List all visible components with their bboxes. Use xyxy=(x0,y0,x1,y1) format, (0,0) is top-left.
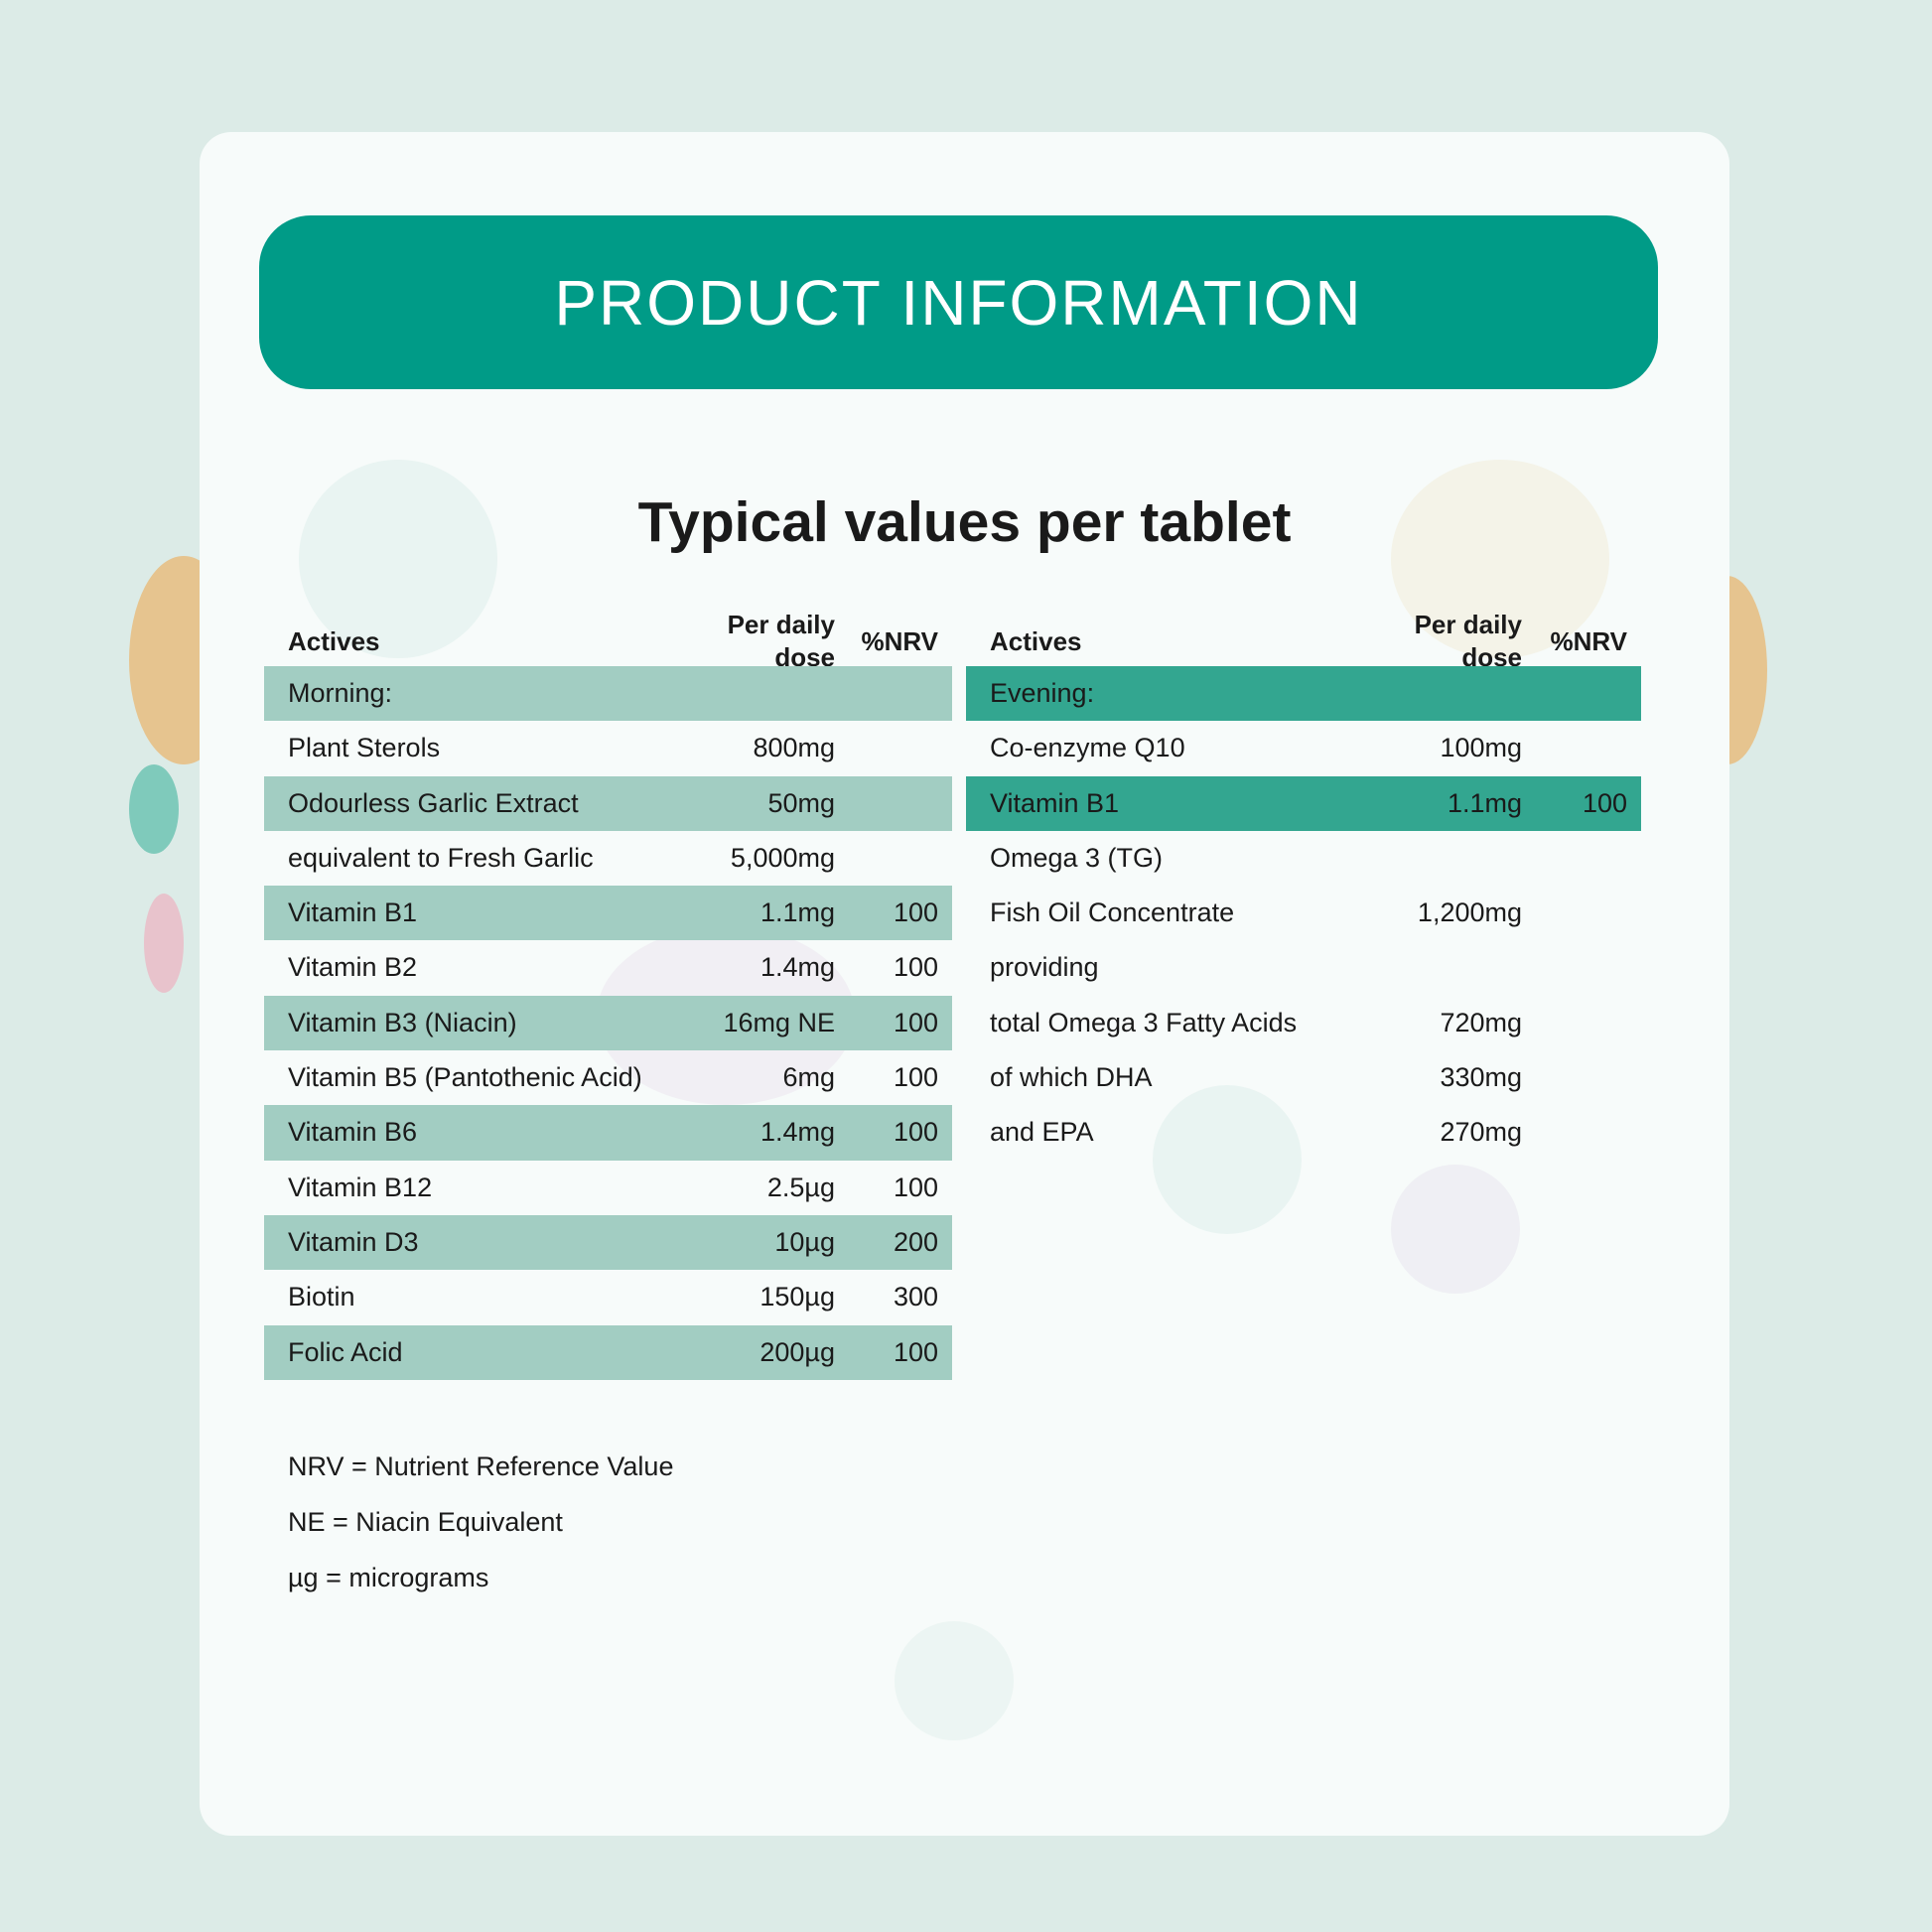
actives-header: Actives xyxy=(990,626,1082,656)
dose-value: 100mg xyxy=(1440,733,1522,763)
dose-value: 1.4mg xyxy=(759,952,835,983)
nrv-value: 100 xyxy=(893,897,938,928)
active-name: Fish Oil Concentrate xyxy=(990,897,1235,928)
active-name: Vitamin B6 xyxy=(288,1117,418,1148)
nrv-value: 100 xyxy=(893,1172,938,1202)
decorative-blob xyxy=(129,764,179,854)
nrv-value: 100 xyxy=(1582,787,1627,818)
active-name: Morning: xyxy=(288,678,393,708)
morning-table: Actives Per daily dose %NRV Morning: Plant… xyxy=(264,599,952,1380)
active-name: Co-enzyme Q10 xyxy=(990,733,1185,763)
actives-header: Actives xyxy=(288,626,380,656)
table-row: Omega 3 (TG) xyxy=(966,831,1641,886)
table-row: and EPA 270mg xyxy=(966,1105,1641,1160)
active-name: and EPA xyxy=(990,1117,1094,1148)
table-row: of which DHA 330mg xyxy=(966,1050,1641,1105)
table-row: Vitamin B1 1.1mg 100 xyxy=(264,886,952,941)
nrv-value: 100 xyxy=(893,1062,938,1093)
header-banner: PRODUCT INFORMATION xyxy=(259,215,1658,389)
dose-value: 1.4mg xyxy=(759,1117,835,1148)
footnote: µg = micrograms xyxy=(288,1563,489,1592)
dose-value: 10µg xyxy=(774,1226,835,1257)
dose-value: 5,000mg xyxy=(730,842,835,873)
table-row: providing xyxy=(966,940,1641,995)
dose-value: 1,200mg xyxy=(1417,897,1522,928)
active-name: Plant Sterols xyxy=(288,733,441,763)
table-row: Folic Acid 200µg 100 xyxy=(264,1324,952,1380)
subtitle: Typical values per tablet xyxy=(637,490,1292,554)
active-name: Vitamin B12 xyxy=(288,1172,433,1202)
nrv-value: 100 xyxy=(893,952,938,983)
table-row: Biotin 150µg 300 xyxy=(264,1270,952,1324)
dose-value: 150µg xyxy=(759,1282,835,1312)
dose-header: Per daily dose xyxy=(727,610,835,672)
dose-value: 16mg NE xyxy=(723,1007,835,1037)
dose-value: 270mg xyxy=(1440,1117,1522,1148)
active-name: Evening: xyxy=(990,678,1095,708)
active-name: Biotin xyxy=(288,1282,355,1312)
dose-value: 200µg xyxy=(759,1336,835,1367)
nrv-value: 200 xyxy=(893,1226,938,1257)
header-title: PRODUCT INFORMATION xyxy=(554,266,1363,339)
dose-value: 720mg xyxy=(1440,1007,1522,1037)
active-name: providing xyxy=(990,952,1099,983)
decorative-circle xyxy=(895,1621,1014,1740)
nrv-header: %NRV xyxy=(1550,626,1627,656)
active-name: of which DHA xyxy=(990,1062,1153,1093)
product-info-card: PRODUCT INFORMATION Typical values per t… xyxy=(200,132,1729,1836)
dose-value: 2.5µg xyxy=(766,1172,835,1202)
nrv-header: %NRV xyxy=(861,626,938,656)
table-row: Vitamin B3 (Niacin) 16mg NE 100 xyxy=(264,995,952,1051)
active-name: Omega 3 (TG) xyxy=(990,842,1164,873)
dose-value: 800mg xyxy=(753,733,835,763)
dose-value: 1.1mg xyxy=(759,897,835,928)
nrv-value: 300 xyxy=(893,1282,938,1312)
active-name: Vitamin B1 xyxy=(288,897,418,928)
table-header: Actives Per daily dose %NRV xyxy=(264,599,952,672)
table-row: Evening: xyxy=(966,666,1641,722)
dose-header: Per daily dose xyxy=(1414,610,1522,672)
table-row: Fish Oil Concentrate 1,200mg xyxy=(966,886,1641,940)
active-name: Vitamin B5 (Pantothenic Acid) xyxy=(288,1062,642,1093)
active-name: Vitamin B3 (Niacin) xyxy=(288,1007,517,1037)
footnote: NRV = Nutrient Reference Value xyxy=(288,1451,674,1481)
table-row: Morning: xyxy=(264,666,952,722)
dose-value: 50mg xyxy=(767,787,835,818)
table-row: Vitamin D3 10µg 200 xyxy=(264,1214,952,1271)
table-row: total Omega 3 Fatty Acids 720mg xyxy=(966,996,1641,1050)
active-name: equivalent to Fresh Garlic xyxy=(288,842,594,873)
active-name: Folic Acid xyxy=(288,1336,403,1367)
active-name: Vitamin B1 xyxy=(990,787,1120,818)
table-row: equivalent to Fresh Garlic 5,000mg xyxy=(264,831,952,886)
decorative-circle xyxy=(1391,460,1609,658)
table-row: Vitamin B6 1.4mg 100 xyxy=(264,1105,952,1161)
table-row: Vitamin B5 (Pantothenic Acid) 6mg 100 xyxy=(264,1050,952,1105)
table-header: Actives Per daily dose %NRV xyxy=(966,599,1641,672)
table-row: Vitamin B1 1.1mg 100 xyxy=(966,775,1641,831)
active-name: Vitamin D3 xyxy=(288,1226,419,1257)
dose-value: 330mg xyxy=(1440,1062,1522,1093)
nrv-value: 100 xyxy=(893,1007,938,1037)
active-name: Odourless Garlic Extract xyxy=(288,787,579,818)
footnote: NE = Niacin Equivalent xyxy=(288,1507,563,1537)
active-name: Vitamin B2 xyxy=(288,952,418,983)
table-row: Odourless Garlic Extract 50mg xyxy=(264,775,952,831)
decorative-blob xyxy=(144,894,184,993)
decorative-circle xyxy=(1153,1085,1302,1234)
decorative-circle xyxy=(299,460,497,658)
decorative-circle xyxy=(1391,1165,1520,1294)
nrv-value: 100 xyxy=(893,1336,938,1367)
table-row: Plant Sterols 800mg xyxy=(264,721,952,775)
dose-value: 1.1mg xyxy=(1447,787,1522,818)
evening-table: Actives Per daily dose %NRV Evening: Co-en… xyxy=(966,599,1641,1161)
table-row: Vitamin B2 1.4mg 100 xyxy=(264,940,952,995)
table-row: Vitamin B12 2.5µg 100 xyxy=(264,1161,952,1215)
active-name: total Omega 3 Fatty Acids xyxy=(990,1007,1298,1037)
footnotes: NRV = Nutrient Reference Value NE = Niac… xyxy=(288,1439,673,1605)
nrv-value: 100 xyxy=(893,1117,938,1148)
dose-value: 6mg xyxy=(782,1062,835,1093)
table-row: Co-enzyme Q10 100mg xyxy=(966,721,1641,775)
